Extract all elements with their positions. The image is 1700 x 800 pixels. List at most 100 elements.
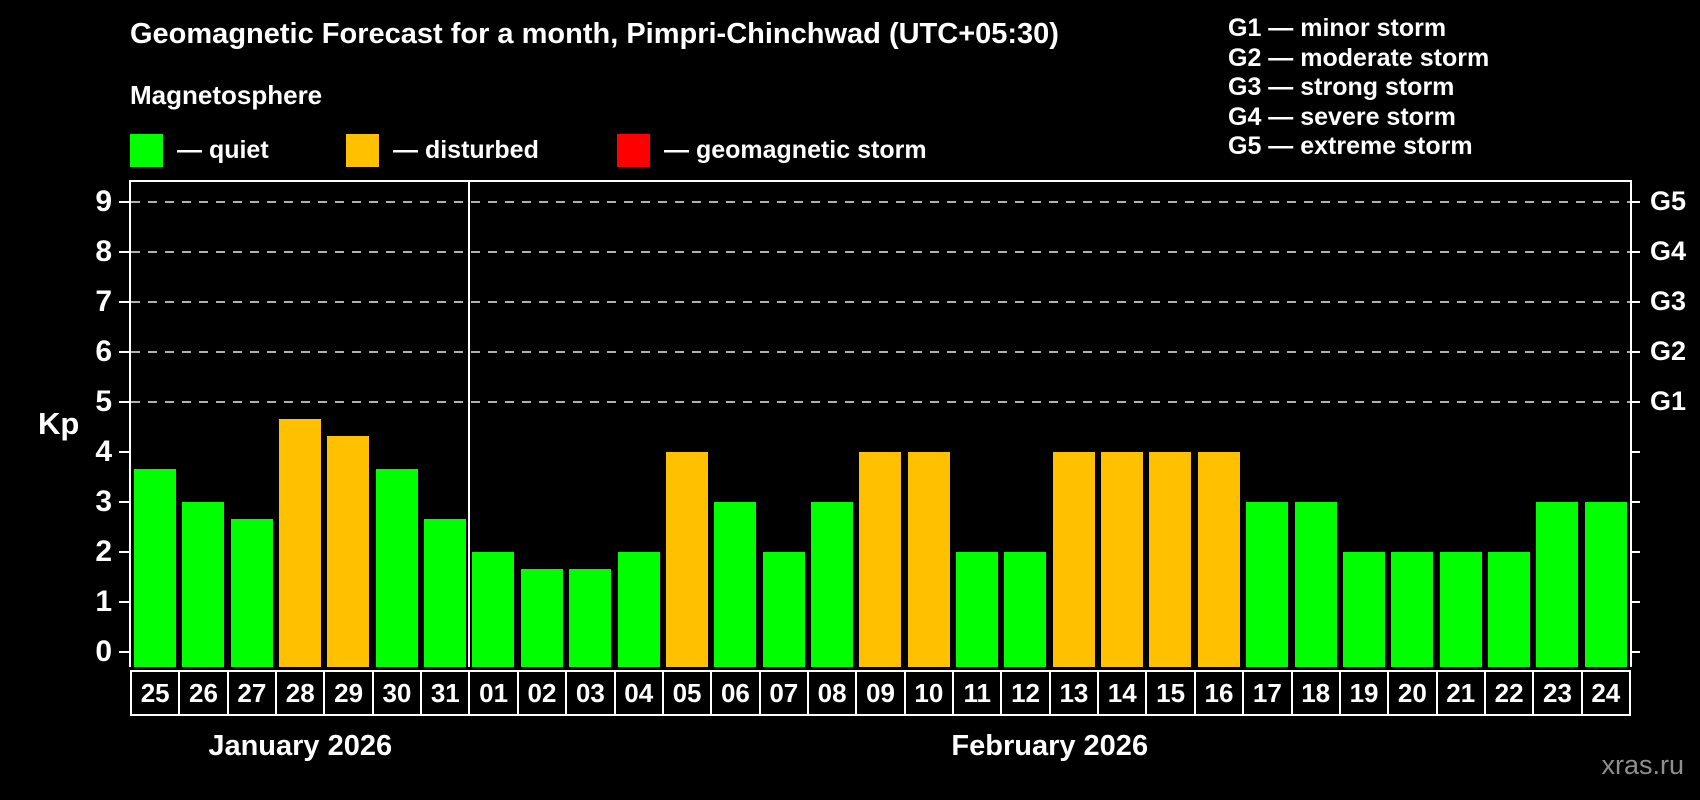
date-cell-12: 12 (1000, 670, 1051, 716)
date-cell-24: 24 (1580, 670, 1631, 716)
y-tick-label-6: 6 (95, 335, 112, 368)
kp-bar-february-04 (617, 552, 660, 667)
date-cell-06: 06 (710, 670, 761, 716)
kp-bar-february-09 (859, 452, 902, 667)
legend-label-storm: — geomagnetic storm (664, 135, 927, 164)
date-cell-05: 05 (661, 670, 713, 716)
y-tick-label-9: 9 (95, 185, 112, 218)
kp-bar-january-26 (182, 502, 225, 667)
kp-bar-february-18 (1294, 502, 1337, 667)
kp-bar-february-05 (665, 452, 708, 667)
kp-bar-february-07 (762, 552, 805, 667)
legend-item-storm: — geomagnetic storm (617, 133, 927, 167)
storm-color-swatch (617, 133, 650, 167)
right-tick-kp1 (1630, 601, 1640, 603)
date-cell-08: 08 (806, 670, 858, 716)
kp-bar-february-17 (1246, 502, 1289, 667)
kp-bar-february-08 (810, 502, 853, 667)
date-cell-07: 07 (758, 670, 809, 716)
left-tick-kp2 (119, 551, 129, 553)
date-cell-21: 21 (1435, 670, 1486, 716)
date-cell-17: 17 (1242, 670, 1293, 716)
y-tick-label-1: 1 (95, 585, 112, 618)
kp-bar-february-23 (1536, 502, 1579, 667)
page-title: Geomagnetic Forecast for a month, Pimpri… (130, 18, 1059, 50)
kp-bar-february-20 (1391, 552, 1434, 667)
right-tick-kp7 (1630, 301, 1640, 303)
kp-bar-february-14 (1101, 452, 1144, 667)
date-cell-03: 03 (565, 670, 616, 716)
date-cell-20: 20 (1387, 670, 1438, 716)
month-label-0: January 2026 (208, 730, 393, 762)
kp-bar-february-11 (956, 552, 999, 667)
right-tick-kp8 (1630, 251, 1640, 253)
y-axis-label: Kp (38, 406, 80, 441)
kp-bar-january-30 (375, 468, 418, 667)
storm-scale-g4: G4 — severe storm (1228, 102, 1456, 131)
kp-bar-february-02 (520, 568, 563, 667)
right-axis-label-g2: G2 (1650, 336, 1687, 366)
date-cell-28: 28 (275, 670, 326, 716)
month-divider-line (468, 182, 471, 667)
date-cell-04: 04 (613, 670, 664, 716)
legend-item-disturbed: — disturbed (346, 133, 539, 167)
date-cell-27: 27 (226, 670, 278, 716)
date-cell-30: 30 (371, 670, 423, 716)
storm-scale-g1: G1 — minor storm (1228, 14, 1447, 42)
date-cell-11: 11 (952, 670, 1003, 716)
kp-bar-january-31 (424, 518, 467, 667)
right-axis-label-g1: G1 (1650, 386, 1687, 416)
kp-bar-january-25 (134, 468, 176, 667)
storm-scale-g5: G5 — extreme storm (1228, 132, 1473, 160)
kp-bar-february-13 (1052, 452, 1095, 667)
left-tick-kp1 (119, 601, 129, 603)
storm-scale-legend: G1 — minor storm G2 — moderate storm G3 … (1228, 14, 1489, 162)
date-cell-10: 10 (903, 670, 955, 716)
legend-label-disturbed: — disturbed (393, 135, 539, 164)
date-cell-02: 02 (516, 670, 568, 716)
legend-label-quiet: — quiet (177, 135, 269, 164)
date-cell-18: 18 (1290, 670, 1341, 716)
left-tick-kp0 (119, 651, 129, 653)
right-tick-kp2 (1630, 551, 1640, 553)
y-tick-label-8: 8 (95, 235, 112, 268)
kp-bar-february-22 (1487, 552, 1530, 667)
date-cell-13: 13 (1048, 670, 1100, 716)
watermark: xras.ru (1601, 750, 1684, 780)
kp-bar-february-19 (1342, 552, 1385, 667)
left-tick-kp4 (119, 451, 129, 453)
date-cell-29: 29 (323, 670, 374, 716)
right-axis-label-g3: G3 (1650, 286, 1687, 316)
right-axis-label-g4: G4 (1650, 236, 1687, 266)
quiet-color-swatch (130, 133, 163, 167)
date-cell-23: 23 (1532, 670, 1583, 716)
date-cell-22: 22 (1483, 670, 1535, 716)
disturbed-color-swatch (346, 133, 379, 167)
left-tick-kp3 (119, 501, 129, 503)
y-tick-label-5: 5 (95, 385, 112, 418)
kp-bar-february-01 (472, 552, 515, 667)
kp-bar-january-28 (279, 418, 322, 667)
y-tick-label-0: 0 (95, 635, 112, 668)
legend-item-quiet: — quiet (130, 133, 269, 167)
storm-scale-g2: G2 — moderate storm (1228, 43, 1490, 72)
y-tick-label-4: 4 (95, 435, 112, 468)
right-tick-kp9 (1630, 201, 1640, 203)
left-tick-kp9 (119, 201, 129, 203)
kp-bar-january-27 (230, 518, 273, 667)
gridline-kp9 (131, 201, 1630, 203)
kp-bar-january-29 (327, 435, 370, 667)
kp-bar-february-06 (714, 502, 757, 667)
plot-area-border (129, 180, 1632, 667)
right-tick-kp6 (1630, 351, 1640, 353)
kp-bar-february-15 (1149, 452, 1192, 667)
kp-bar-february-24 (1584, 502, 1627, 667)
right-axis-label-g5: G5 (1650, 186, 1687, 216)
kp-bar-february-03 (569, 568, 612, 667)
date-cell-16: 16 (1193, 670, 1245, 716)
chart-subtitle: Magnetosphere (130, 80, 323, 110)
kp-bar-february-16 (1197, 452, 1240, 667)
gridline-kp7 (131, 301, 1630, 303)
y-tick-label-3: 3 (95, 485, 112, 518)
